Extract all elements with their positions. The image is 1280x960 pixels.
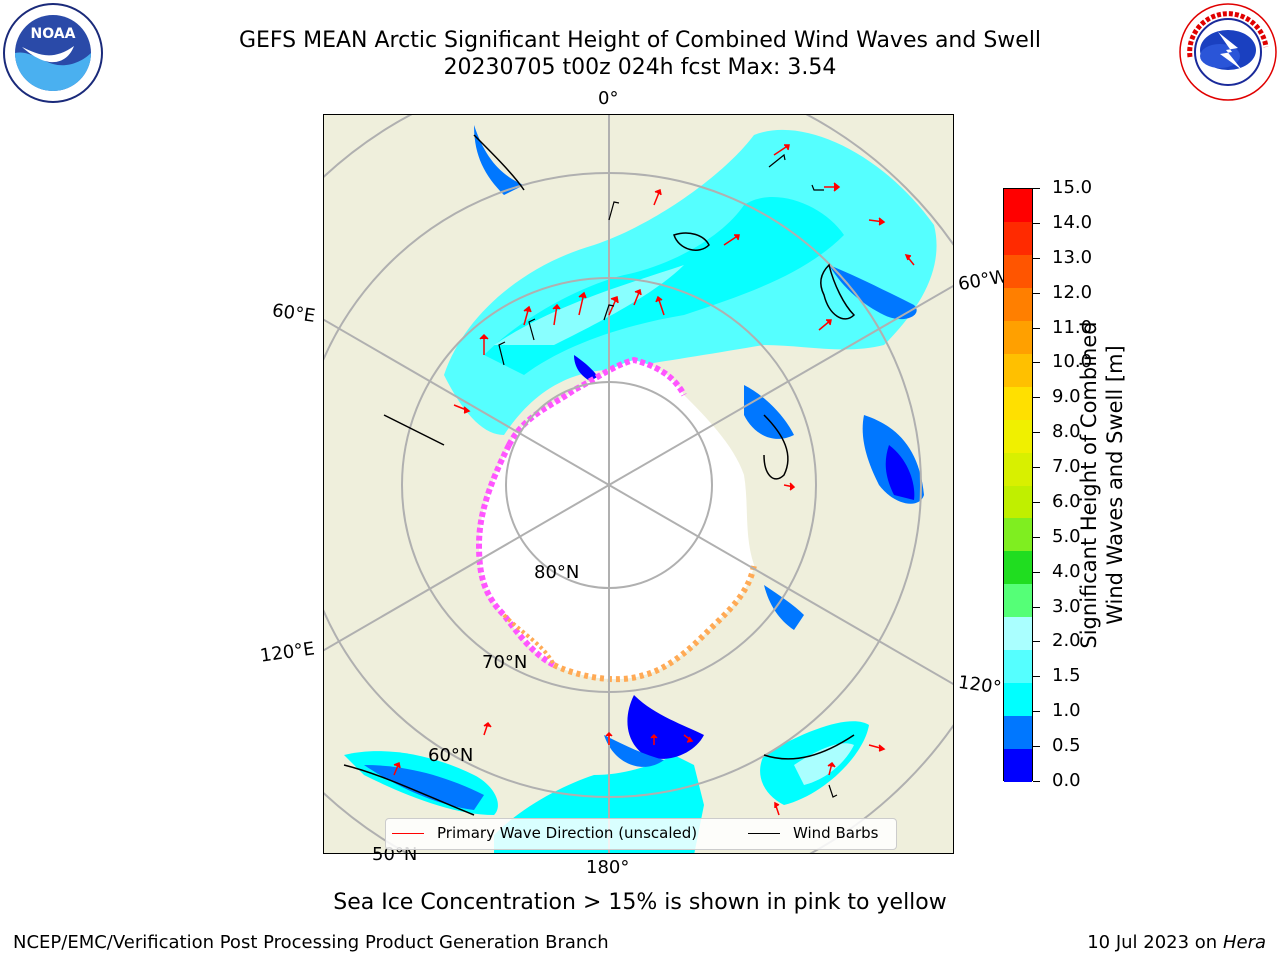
colorbar-tick-mark bbox=[1033, 641, 1040, 643]
colorbar-segment bbox=[1004, 386, 1032, 421]
colorbar-segment bbox=[1004, 485, 1032, 519]
chart-title: GEFS MEAN Arctic Significant Height of C… bbox=[238, 28, 1042, 53]
colorbar-tick-mark bbox=[1033, 397, 1040, 399]
graticule bbox=[324, 115, 953, 853]
legend-wind-barbs: Wind Barbs bbox=[793, 824, 879, 842]
colorbar-tick-label: 15.0 bbox=[1052, 177, 1093, 198]
colorbar-tick-mark bbox=[1033, 781, 1040, 782]
ocean-baffin-hudson bbox=[744, 385, 924, 630]
lon-label-60w: 60°W bbox=[956, 265, 1010, 296]
wave-direction-swatch bbox=[392, 833, 424, 834]
footer-date-text: 10 Jul 2023 on bbox=[1087, 932, 1218, 953]
sea-ice-note: Sea Ice Concentration > 15% is shown in … bbox=[333, 890, 947, 915]
colorbar bbox=[1003, 188, 1033, 783]
footer-machine: Hera bbox=[1222, 932, 1266, 953]
colorbar-tick-mark bbox=[1033, 467, 1040, 469]
lat-label-80n: 80°N bbox=[534, 562, 580, 583]
nws-logo bbox=[1178, 2, 1278, 102]
colorbar-segment bbox=[1004, 287, 1032, 322]
colorbar-tick-mark bbox=[1033, 327, 1040, 329]
colorbar-segment bbox=[1004, 221, 1032, 256]
colorbar-tick-label: 0.5 bbox=[1052, 735, 1081, 757]
colorbar-tick-label: 7.0 bbox=[1052, 456, 1081, 478]
colorbar-tick-label: 4.0 bbox=[1052, 560, 1081, 582]
colorbar-segment bbox=[1004, 518, 1032, 552]
colorbar-tick-mark bbox=[1033, 746, 1040, 748]
colorbar-tick-mark bbox=[1033, 571, 1040, 573]
colorbar-segment bbox=[1004, 189, 1032, 223]
colorbar-tick-label: 1.5 bbox=[1052, 665, 1081, 687]
colorbar-segment bbox=[1004, 320, 1032, 355]
colorbar-tick-mark bbox=[1033, 536, 1040, 538]
noaa-logo: NOAA bbox=[2, 2, 104, 104]
noaa-logo-text: NOAA bbox=[31, 26, 76, 42]
wind-barbs bbox=[498, 153, 838, 798]
colorbar-tick-label: 13.0 bbox=[1052, 246, 1093, 268]
lat-label-70n: 70°N bbox=[482, 652, 528, 673]
colorbar-tick-label: 14.0 bbox=[1052, 211, 1093, 233]
colorbar-tick-mark bbox=[1033, 606, 1040, 608]
colorbar-tick-mark bbox=[1033, 188, 1040, 189]
colorbar-tick-mark bbox=[1033, 432, 1040, 434]
lon-label-180: 180° bbox=[586, 857, 630, 878]
wave-direction-arrows bbox=[393, 144, 915, 816]
colorbar-segment bbox=[1004, 584, 1032, 618]
lon-label-60e: 60°E bbox=[270, 300, 317, 327]
polar-map bbox=[323, 114, 954, 854]
footer-branch: NCEP/EMC/Verification Post Processing Pr… bbox=[13, 932, 609, 953]
colorbar-label-line1: Significant Height of Combined bbox=[1077, 321, 1101, 649]
colorbar-tick-label: 3.0 bbox=[1052, 595, 1081, 617]
colorbar-tick-label: 12.0 bbox=[1052, 281, 1093, 303]
colorbar-segment bbox=[1004, 650, 1032, 684]
colorbar-tick-label: 5.0 bbox=[1052, 525, 1081, 547]
colorbar-tick-mark bbox=[1033, 676, 1040, 678]
ocean-atlantic bbox=[444, 125, 937, 435]
lon-label-120e: 120°E bbox=[258, 638, 316, 667]
colorbar-tick-label: 8.0 bbox=[1052, 421, 1081, 443]
colorbar-tick-mark bbox=[1033, 362, 1040, 364]
lon-label-0: 0° bbox=[598, 88, 619, 109]
colorbar-segment bbox=[1004, 749, 1032, 783]
colorbar-segment bbox=[1004, 254, 1032, 289]
colorbar-tick-mark bbox=[1033, 257, 1040, 259]
footer-date: 10 Jul 2023 on Hera bbox=[1087, 932, 1266, 953]
colorbar-tick-mark bbox=[1033, 501, 1040, 503]
chart-subtitle: 20230705 t00z 024h fcst Max: 3.54 bbox=[443, 55, 837, 80]
wind-barb-swatch bbox=[748, 833, 780, 834]
colorbar-segment bbox=[1004, 353, 1032, 388]
colorbar-tick-mark bbox=[1033, 292, 1040, 294]
colorbar-tick-label: 6.0 bbox=[1052, 490, 1081, 512]
colorbar-segment bbox=[1004, 617, 1032, 651]
legend-wave-direction: Primary Wave Direction (unscaled) bbox=[437, 824, 698, 842]
colorbar-segment bbox=[1004, 452, 1032, 486]
colorbar-segment bbox=[1004, 683, 1032, 717]
colorbar-segment bbox=[1004, 419, 1032, 454]
coastlines bbox=[343, 134, 856, 816]
colorbar-tick-mark bbox=[1033, 711, 1040, 713]
map-legend: Primary Wave Direction (unscaled) Wind B… bbox=[385, 818, 897, 850]
colorbar-segment bbox=[1004, 716, 1032, 750]
colorbar-label-line2: Wind Waves and Swell [m] bbox=[1103, 345, 1127, 625]
colorbar-tick-mark bbox=[1033, 222, 1040, 224]
colorbar-tick-label: 11.0 bbox=[1052, 316, 1093, 338]
colorbar-tick-label: 10.0 bbox=[1052, 351, 1093, 373]
colorbar-tick-label: 1.0 bbox=[1052, 700, 1081, 722]
colorbar-segment bbox=[1004, 551, 1032, 585]
colorbar-tick-label: 0.0 bbox=[1052, 770, 1081, 791]
colorbar-tick-label: 9.0 bbox=[1052, 386, 1081, 408]
colorbar-tick-label: 2.0 bbox=[1052, 630, 1081, 652]
lat-label-60n: 60°N bbox=[428, 745, 474, 766]
